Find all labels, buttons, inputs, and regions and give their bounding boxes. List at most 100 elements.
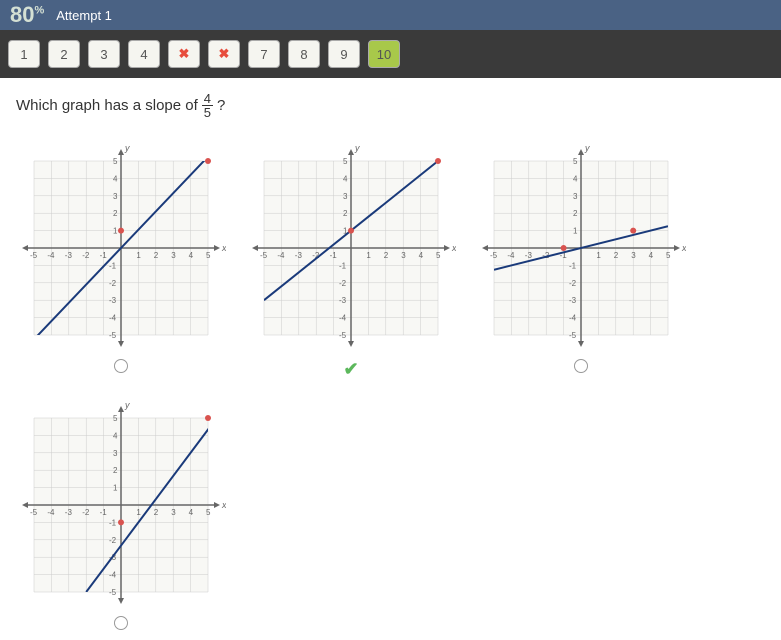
svg-text:-3: -3 [525, 251, 533, 260]
svg-text:-3: -3 [295, 251, 303, 260]
nav-question-6[interactable]: ✖ [208, 40, 240, 68]
svg-text:-2: -2 [339, 279, 347, 288]
svg-text:-1: -1 [330, 251, 338, 260]
svg-text:-3: -3 [569, 296, 577, 305]
svg-text:-1: -1 [109, 261, 117, 270]
svg-text:5: 5 [113, 157, 118, 166]
nav-question-8[interactable]: 8 [288, 40, 320, 68]
svg-text:1: 1 [596, 251, 601, 260]
svg-text:-1: -1 [569, 261, 577, 270]
radio-indicator[interactable] [114, 359, 128, 373]
svg-text:4: 4 [419, 251, 424, 260]
graph-D[interactable]: xy-5-4-3-2-11234512345-1-2-3-4-5 [16, 400, 226, 610]
slope-fraction: 4 5 [202, 92, 213, 119]
svg-text:4: 4 [649, 251, 654, 260]
svg-text:2: 2 [573, 209, 578, 218]
question-text: Which graph has a slope of 4 5 ? [16, 92, 765, 119]
graph-A[interactable]: xy-5-4-3-2-11234512345-1-2-3-4-5 [16, 143, 226, 353]
svg-text:x: x [221, 243, 226, 253]
svg-text:3: 3 [343, 192, 348, 201]
svg-text:2: 2 [154, 251, 159, 260]
svg-text:-5: -5 [490, 251, 498, 260]
nav-question-10[interactable]: 10 [368, 40, 400, 68]
svg-text:-2: -2 [569, 279, 577, 288]
question-nav-bar: 1234 ✖ ✖ 789 10 [0, 30, 781, 78]
graph-option-C[interactable]: xy-5-4-3-2-11234512345-1-2-3-4-5 [476, 143, 686, 380]
radio-indicator[interactable] [574, 359, 588, 373]
svg-text:5: 5 [573, 157, 578, 166]
nav-question-2[interactable]: 2 [48, 40, 80, 68]
svg-text:4: 4 [113, 174, 118, 183]
svg-text:2: 2 [614, 251, 619, 260]
svg-text:1: 1 [573, 227, 578, 236]
svg-text:-3: -3 [339, 296, 347, 305]
svg-text:4: 4 [343, 174, 348, 183]
svg-text:-4: -4 [507, 251, 515, 260]
svg-text:-3: -3 [109, 296, 117, 305]
svg-text:-4: -4 [569, 314, 577, 323]
graph-option-D[interactable]: xy-5-4-3-2-11234512345-1-2-3-4-5 [16, 400, 226, 630]
nav-question-7[interactable]: 7 [248, 40, 280, 68]
svg-text:-4: -4 [277, 251, 285, 260]
svg-text:-2: -2 [82, 508, 90, 517]
svg-text:-1: -1 [100, 251, 108, 260]
svg-text:1: 1 [366, 251, 371, 260]
svg-text:1: 1 [113, 484, 118, 493]
svg-text:2: 2 [343, 209, 348, 218]
svg-text:5: 5 [206, 251, 211, 260]
svg-text:-5: -5 [260, 251, 268, 260]
graph-option-A[interactable]: xy-5-4-3-2-11234512345-1-2-3-4-5 [16, 143, 226, 380]
nav-question-4[interactable]: 4 [128, 40, 160, 68]
svg-text:3: 3 [171, 508, 176, 517]
svg-text:-2: -2 [109, 536, 117, 545]
svg-text:2: 2 [384, 251, 389, 260]
svg-text:5: 5 [436, 251, 441, 260]
fraction-denominator: 5 [202, 106, 213, 119]
graph-option-B[interactable]: xy-5-4-3-2-11234512345-1-2-3-4-5✔ [246, 143, 456, 380]
svg-text:-5: -5 [339, 331, 347, 340]
svg-text:4: 4 [573, 174, 578, 183]
svg-text:1: 1 [136, 251, 141, 260]
nav-question-5[interactable]: ✖ [168, 40, 200, 68]
svg-text:-4: -4 [109, 314, 117, 323]
radio-indicator[interactable] [114, 616, 128, 630]
svg-text:3: 3 [113, 192, 118, 201]
svg-text:-1: -1 [109, 518, 117, 527]
svg-text:y: y [124, 143, 130, 153]
question-prefix: Which graph has a slope of [16, 97, 198, 114]
attempt-label: Attempt 1 [56, 8, 112, 23]
svg-text:5: 5 [113, 414, 118, 423]
svg-text:2: 2 [113, 209, 118, 218]
svg-text:1: 1 [136, 508, 141, 517]
nav-question-3[interactable]: 3 [88, 40, 120, 68]
svg-text:3: 3 [631, 251, 636, 260]
score-value: 80 [10, 2, 34, 27]
svg-text:-1: -1 [100, 508, 108, 517]
svg-text:-5: -5 [109, 588, 117, 597]
svg-text:5: 5 [666, 251, 671, 260]
svg-text:3: 3 [401, 251, 406, 260]
svg-text:-3: -3 [65, 251, 73, 260]
fraction-numerator: 4 [202, 92, 213, 106]
svg-text:x: x [681, 243, 686, 253]
svg-text:4: 4 [113, 431, 118, 440]
svg-text:3: 3 [171, 251, 176, 260]
svg-text:5: 5 [206, 508, 211, 517]
graph-B[interactable]: xy-5-4-3-2-11234512345-1-2-3-4-5 [246, 143, 456, 353]
graph-C[interactable]: xy-5-4-3-2-11234512345-1-2-3-4-5 [476, 143, 686, 353]
correct-check-icon: ✔ [343, 359, 358, 380]
svg-text:-4: -4 [47, 251, 55, 260]
nav-question-1[interactable]: 1 [8, 40, 40, 68]
svg-text:2: 2 [154, 508, 159, 517]
svg-text:x: x [451, 243, 456, 253]
svg-text:-2: -2 [82, 251, 90, 260]
svg-text:y: y [124, 400, 130, 410]
svg-text:-4: -4 [47, 508, 55, 517]
svg-text:-5: -5 [30, 508, 38, 517]
score-display: 80% [10, 2, 44, 28]
svg-text:-5: -5 [30, 251, 38, 260]
svg-text:-4: -4 [109, 571, 117, 580]
nav-question-9[interactable]: 9 [328, 40, 360, 68]
svg-text:-4: -4 [339, 314, 347, 323]
question-suffix: ? [217, 97, 225, 114]
